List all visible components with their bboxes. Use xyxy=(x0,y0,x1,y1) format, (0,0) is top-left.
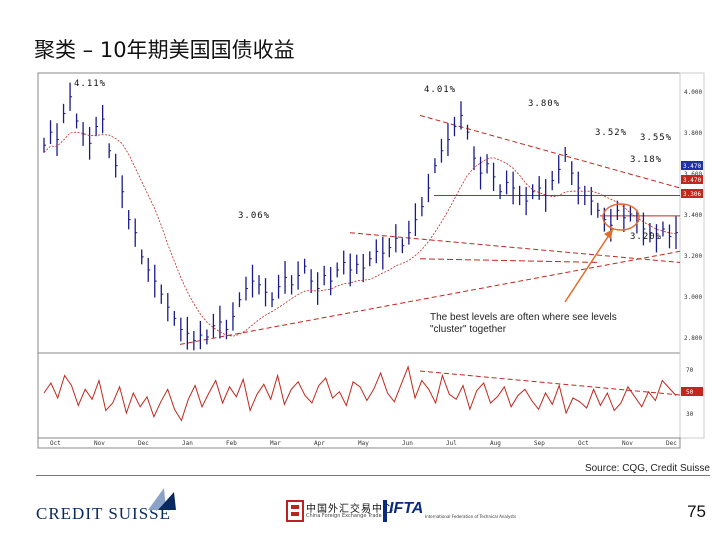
y-axis-marker-label: 3.470 xyxy=(683,163,701,170)
page-number: 75 xyxy=(687,502,706,521)
y-tick-label: 3.800 xyxy=(684,130,702,137)
x-tick-label: Oct xyxy=(50,440,61,447)
x-tick-label: Apr xyxy=(314,440,325,447)
x-tick-label: Nov xyxy=(622,440,633,447)
falling-trendline xyxy=(419,114,681,189)
y-tick-label: 3.200 xyxy=(684,253,702,260)
y-axis-marker xyxy=(681,161,703,170)
credit-suisse-wordmark: CREDIT SUISSE xyxy=(36,504,172,523)
annotation-arrow xyxy=(564,228,614,303)
cftrc-name-zh: 中国外汇交易中心 xyxy=(306,504,394,515)
moving-average-line xyxy=(43,131,677,337)
x-tick-label: Nov xyxy=(94,440,105,447)
x-tick-label: Feb xyxy=(226,440,237,447)
level-label-7: 3.06% xyxy=(238,211,270,221)
annotation-arrowhead xyxy=(604,229,613,239)
x-axis-ticks: Oct Nov Dec Jan Feb Mar Apr May Jun Jul Aug Sep Oct N… xyxy=(50,440,677,447)
x-tick-label: Jun xyxy=(402,440,413,447)
x-tick-label: Jul xyxy=(446,440,457,447)
ifta-mark-icon xyxy=(383,500,387,522)
level-label-8: 3.20% xyxy=(630,232,662,242)
level-lines xyxy=(179,114,681,396)
y-axis-marker xyxy=(681,175,703,184)
sails-icon xyxy=(148,488,176,510)
y-axis-marker-label: 3.470 xyxy=(683,177,701,184)
rsi-trendline xyxy=(419,370,681,396)
level-label-6: 3.18% xyxy=(630,155,662,165)
cftrc-name-en: China Foreign Exchange Trade xyxy=(306,513,382,519)
level-labels: 4.11% 4.01% 3.80% 3.52% 3.55% 3.18% 3.06% 3.20% xyxy=(74,79,672,242)
rising-trendline xyxy=(179,250,681,345)
y-tick-label: 2.800 xyxy=(684,335,702,342)
moving-average xyxy=(43,131,677,337)
credit-suisse-logo: CREDIT SUISSE xyxy=(36,488,186,526)
price-bars xyxy=(43,82,678,351)
x-tick-label: Jan xyxy=(182,440,193,447)
x-tick-label: Dec xyxy=(666,440,677,447)
ifta-wordmark: IFTA xyxy=(389,500,424,517)
annotation-group: The best levels are often where see leve… xyxy=(430,203,640,335)
x-tick-label: Oct xyxy=(578,440,589,447)
support-line xyxy=(419,258,601,263)
chart-frame xyxy=(37,72,705,449)
annotation-text: The best levels are often where see leve… xyxy=(430,312,617,335)
ifta-subtitle: International Federation of Technical An… xyxy=(425,514,517,519)
x-tick-label: Sep xyxy=(534,440,545,447)
cluster-line xyxy=(349,232,681,263)
source-note: Source: CQG, Credit Suisse xyxy=(584,463,710,474)
page-title: 聚类 – 10年期美国国债收益 xyxy=(34,38,295,62)
level-label-4: 3.52% xyxy=(595,128,627,138)
rsi-tick-label: 50 xyxy=(686,389,694,396)
y-axis-marker xyxy=(681,189,703,198)
rsi-tick-label: 30 xyxy=(686,411,694,418)
y-axis-ticks: 4.000 3.800 3.600 3.400 3.200 3.000 2.800 3.470… xyxy=(681,89,703,418)
x-tick-label: May xyxy=(358,440,369,447)
y-tick-label: 3.400 xyxy=(684,212,702,219)
x-tick-label: Mar xyxy=(270,440,281,447)
level-label-3: 3.80% xyxy=(528,99,560,109)
oscillator xyxy=(43,365,677,422)
y-tick-label: 3.000 xyxy=(684,294,702,301)
cftrc-logo: 中国外汇交易中心 China Foreign Exchange Trade xyxy=(286,498,393,524)
ifta-logo: IFTA International Federation of Technic… xyxy=(383,498,516,524)
y-axis-marker-label: 3.306 xyxy=(683,191,701,198)
x-tick-label: Aug xyxy=(490,440,501,447)
footer-divider xyxy=(36,475,710,476)
cftrc-emblem-icon xyxy=(286,500,304,522)
level-label-5: 3.55% xyxy=(640,133,672,143)
y-tick-label: 3.600 xyxy=(684,171,702,178)
cluster-circle xyxy=(602,203,640,231)
rsi-tick-label: 70 xyxy=(686,367,694,374)
x-tick-label: Dec xyxy=(138,440,149,447)
level-label-1: 4.11% xyxy=(74,79,106,89)
level-label-2: 4.01% xyxy=(424,85,456,95)
oscillator-line xyxy=(43,365,677,422)
y-tick-label: 4.000 xyxy=(684,89,702,96)
rsi-marker xyxy=(681,387,703,396)
